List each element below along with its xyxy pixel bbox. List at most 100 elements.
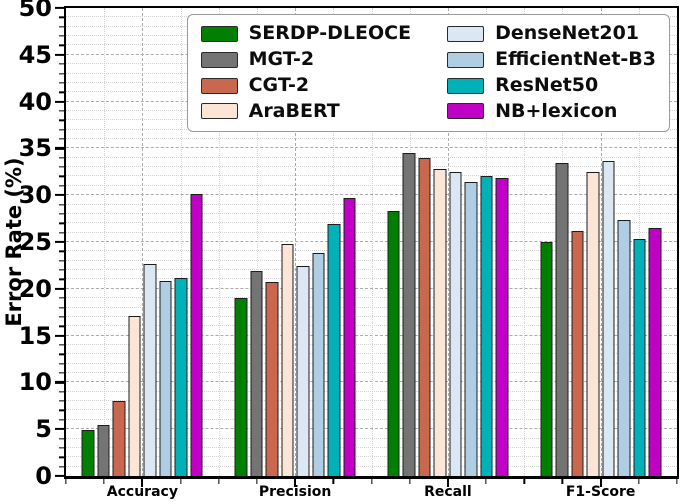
x-minor-tick (638, 479, 640, 484)
legend-swatch (200, 77, 238, 94)
legend-item: ResNet50 (447, 74, 656, 97)
bar (265, 282, 279, 476)
y-minor-tick (59, 353, 64, 355)
bar (495, 178, 509, 476)
legend-swatch (200, 103, 238, 120)
y-tick-label: 40 (18, 87, 52, 116)
bar (327, 224, 341, 476)
legend-label: EfficientNet-B3 (495, 47, 656, 70)
minor-gridline-v (104, 8, 106, 476)
major-gridline-v (142, 8, 144, 476)
y-minor-tick (59, 456, 64, 458)
y-major-tick (55, 147, 64, 150)
y-tick-label: 35 (18, 134, 52, 163)
bar (234, 298, 248, 476)
x-tick-label: Precision (258, 484, 332, 500)
y-minor-tick (59, 260, 64, 262)
y-major-tick (55, 194, 64, 197)
y-minor-tick (59, 372, 64, 374)
legend-item: AraBERT (200, 100, 411, 123)
y-minor-tick (59, 316, 64, 318)
y-minor-tick (59, 400, 64, 402)
y-minor-tick (59, 138, 64, 140)
y-minor-tick (59, 409, 64, 412)
bar (464, 182, 478, 476)
y-major-tick (55, 334, 64, 337)
y-minor-tick (59, 213, 64, 215)
x-minor-tick (65, 479, 67, 484)
bar (402, 153, 416, 476)
y-minor-tick (59, 185, 64, 187)
legend-swatch (200, 51, 238, 68)
bar (602, 160, 615, 476)
bar (112, 401, 126, 476)
x-minor-tick (218, 479, 220, 484)
bar (571, 230, 584, 476)
bar (480, 176, 493, 476)
legend-swatch (447, 51, 485, 68)
y-major-tick (55, 53, 64, 56)
minor-gridline-v (256, 8, 258, 476)
minor-gridline-v (371, 8, 373, 476)
bar (449, 171, 462, 476)
bar (343, 198, 356, 476)
y-minor-tick (59, 166, 64, 168)
bar (128, 315, 141, 476)
legend-item: NB+lexicon (447, 100, 656, 123)
legend-swatch (447, 77, 485, 94)
x-minor-tick (370, 479, 373, 484)
y-minor-tick (59, 269, 64, 271)
x-minor-tick (256, 479, 258, 484)
bar (418, 157, 431, 476)
y-minor-tick (59, 175, 64, 178)
legend-item: MGT-2 (200, 47, 411, 71)
y-tick-label: 15 (18, 321, 52, 350)
y-minor-tick (59, 35, 64, 37)
legend-swatch (447, 103, 485, 120)
bar (281, 243, 294, 476)
bar (433, 169, 447, 476)
x-major-tick (446, 479, 449, 487)
bar-group (540, 160, 662, 476)
y-minor-tick (59, 465, 64, 468)
y-minor-tick (59, 16, 64, 19)
y-major-tick (55, 474, 64, 478)
legend-label: MGT-2 (248, 47, 315, 70)
y-minor-tick (59, 222, 64, 224)
bar (143, 264, 157, 476)
y-minor-tick (59, 91, 64, 93)
x-minor-tick (676, 479, 678, 484)
y-major-tick (55, 6, 64, 10)
y-tick-label: 5 (35, 415, 52, 444)
x-tick-label: F1-Score (565, 484, 636, 500)
y-tick-label: 50 (18, 0, 52, 22)
y-minor-tick (59, 119, 64, 121)
legend-swatch (200, 25, 238, 42)
y-minor-tick (59, 344, 64, 346)
bar-group (81, 194, 203, 476)
y-tick-label: 25 (18, 228, 52, 256)
y-minor-tick (59, 437, 64, 440)
legend-label: CGT-2 (248, 73, 310, 96)
y-minor-tick (59, 363, 64, 365)
bar (387, 211, 400, 476)
bar (648, 227, 662, 476)
y-major-tick (55, 287, 64, 290)
y-tick-label: 30 (18, 181, 52, 210)
x-minor-tick (523, 479, 525, 484)
y-minor-tick (59, 447, 64, 449)
y-minor-tick (59, 82, 64, 84)
bar (312, 253, 325, 476)
y-minor-tick (59, 63, 64, 65)
y-minor-tick (59, 44, 64, 47)
bar (159, 281, 172, 476)
y-minor-tick (59, 203, 64, 206)
minor-gridline-v (524, 8, 526, 476)
y-minor-tick (59, 231, 64, 234)
bar-group (387, 153, 509, 476)
x-minor-tick (332, 479, 334, 484)
legend-item: DenseNet201 (447, 22, 656, 45)
x-minor-tick (409, 479, 411, 484)
bar (617, 219, 631, 476)
y-minor-tick (59, 250, 64, 253)
